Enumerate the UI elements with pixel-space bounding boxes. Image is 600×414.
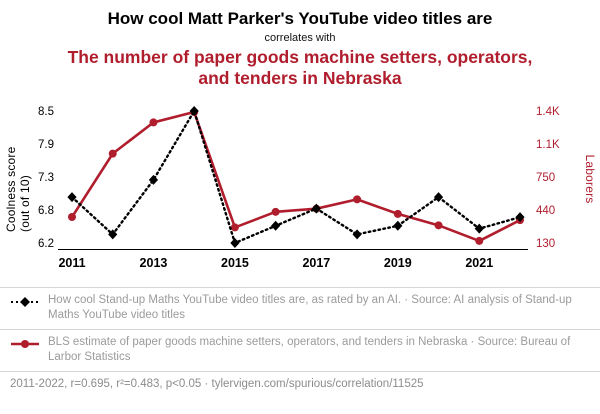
svg-text:2013: 2013 [140, 256, 168, 270]
legend-item-coolness: How cool Stand-up Maths YouTube video ti… [0, 287, 600, 329]
legend: How cool Stand-up Maths YouTube video ti… [0, 287, 600, 371]
chart-title: How cool Matt Parker's YouTube video tit… [107, 9, 493, 28]
svg-text:1.1K: 1.1K [536, 139, 560, 151]
svg-text:750: 750 [536, 172, 555, 184]
svg-text:6.2: 6.2 [38, 238, 54, 250]
legend-text-coolness: How cool Stand-up Maths YouTube video ti… [48, 294, 572, 322]
chart-subtitle: The number of paper goods machine setter… [67, 47, 533, 89]
svg-text:2017: 2017 [302, 256, 330, 270]
svg-text:440: 440 [536, 205, 555, 217]
chart-header: How cool Matt Parker's YouTube video tit… [0, 0, 600, 89]
correlates-with-label: correlates with [264, 32, 336, 45]
svg-text:130: 130 [536, 238, 555, 250]
legend-text-laborers: BLS estimate of paper goods machine sett… [48, 336, 571, 364]
svg-text:7.9: 7.9 [38, 139, 54, 151]
dotted-diamond-series-icon [11, 297, 39, 308]
svg-text:2015: 2015 [221, 256, 249, 270]
svg-text:7.3: 7.3 [38, 172, 54, 184]
svg-text:2011: 2011 [58, 256, 85, 270]
svg-text:2019: 2019 [384, 256, 412, 270]
left-axis-label: Coolness score (out of 10) [4, 146, 32, 233]
footer-stats-and-url: 2011-2022, r=0.695, r²=0.483, p<0.05 · t… [0, 371, 600, 396]
svg-text:6.8: 6.8 [38, 205, 54, 217]
svg-text:1.4K: 1.4K [536, 106, 560, 118]
solid-circle-series-icon [11, 340, 39, 349]
right-axis-label: Laborers [583, 154, 597, 204]
svg-text:8.5: 8.5 [38, 106, 54, 118]
svg-text:2021: 2021 [465, 256, 493, 270]
line-chart-plot: 8.5 7.9 7.3 6.8 6.2 1.4K 1.1K 750 440 130 2011 2013… [38, 106, 560, 270]
chart-area: Coolness score (out of 10) 8.5 7.9 7.3 6.8 6… [0, 95, 600, 285]
legend-item-laborers: BLS estimate of paper goods machine sett… [0, 329, 600, 371]
